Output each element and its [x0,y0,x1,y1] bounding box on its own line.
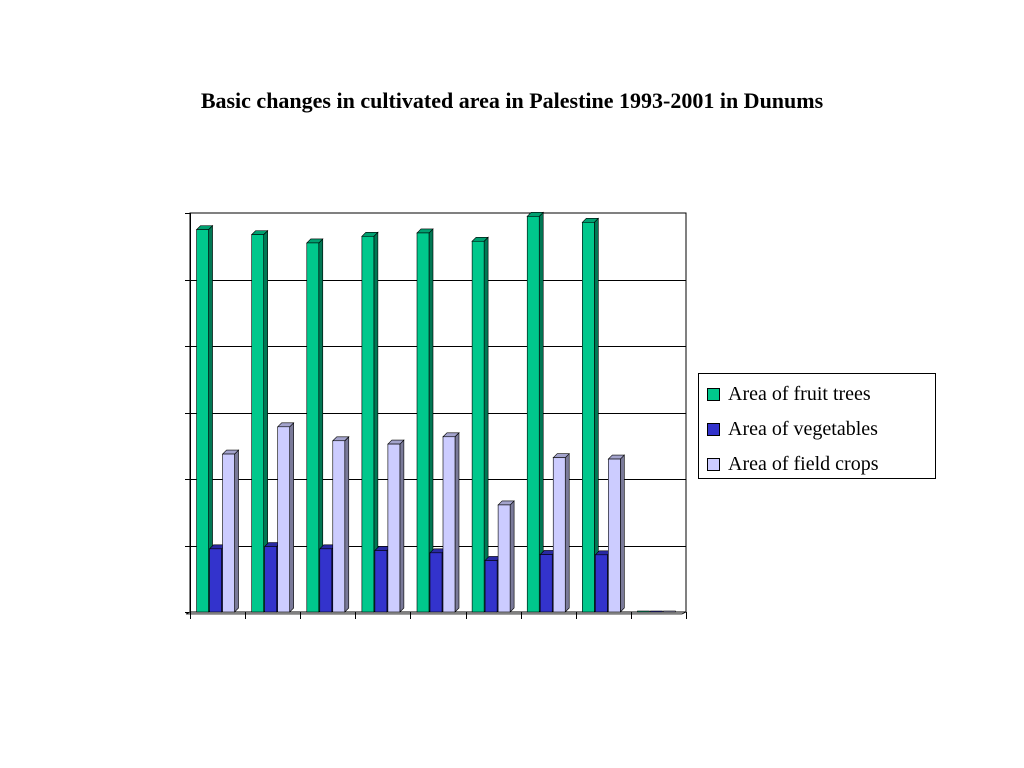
legend-item-vegetables: Area of vegetables [707,417,878,441]
bar [332,436,350,613]
bar [221,449,240,613]
bar-face [387,443,401,613]
bar-face [264,546,277,613]
bar-side [234,449,239,613]
bar-face [251,234,264,613]
bar-face [429,552,443,613]
bar-face [319,548,333,613]
bar-side [620,454,625,613]
bar-face [539,554,553,613]
legend-label-field-crops: Area of field crops [728,452,879,475]
bar-side [564,452,570,613]
bar [581,217,600,613]
legend-item-fruit-trees: Area of fruit trees [707,382,871,406]
bar-face [442,436,456,613]
bar-face [650,610,663,613]
legend-swatch-vegetables [707,422,720,436]
bar [552,452,570,613]
bar [361,231,379,613]
bar [306,238,324,613]
legend-label-vegetables: Area of vegetables [728,417,878,440]
bar [195,224,214,613]
legend-item-field-crops: Area of field crops [707,452,879,476]
bar-side [399,439,405,613]
bar-side [344,436,350,613]
bar-face [526,216,540,613]
bar [387,439,405,613]
bar-face [552,457,566,613]
bar-face [663,610,676,613]
bar-face [497,504,511,613]
legend-swatch-fruit-trees [707,387,720,401]
bar-face [306,242,320,613]
bar [497,500,515,613]
legend-label-fruit-trees: Area of fruit trees [728,382,871,405]
bar-face [209,548,222,613]
bar-face [222,453,235,613]
bar-face [361,235,375,613]
bar-face [471,240,485,613]
bar [663,610,676,613]
bar [637,610,650,613]
bar-face [595,554,608,613]
bar-face [637,610,650,613]
chart-title: Basic changes in cultivated area in Pale… [200,88,824,113]
bars [195,211,676,613]
bar-side [289,422,294,613]
bar [526,211,544,613]
bar-face [374,550,388,613]
bar [442,432,460,613]
bar-face [277,426,290,613]
floor [185,611,687,615]
bar-side [454,432,460,613]
gridlines [190,280,686,547]
bar [416,228,434,613]
bar-face [484,560,498,613]
legend-swatch-field-crops [707,457,720,471]
bar-face [196,229,209,613]
bar [650,610,663,613]
bar-face [416,232,430,613]
bar-face [582,222,595,613]
bar [471,236,489,613]
bar-side [483,236,489,613]
bar [607,454,626,613]
bar-face [332,440,346,613]
axes [185,213,687,619]
legend: Area of fruit trees Area of vegetables A… [698,373,936,479]
bar-side [509,500,515,613]
bar-face [608,458,621,613]
bar [276,422,295,613]
